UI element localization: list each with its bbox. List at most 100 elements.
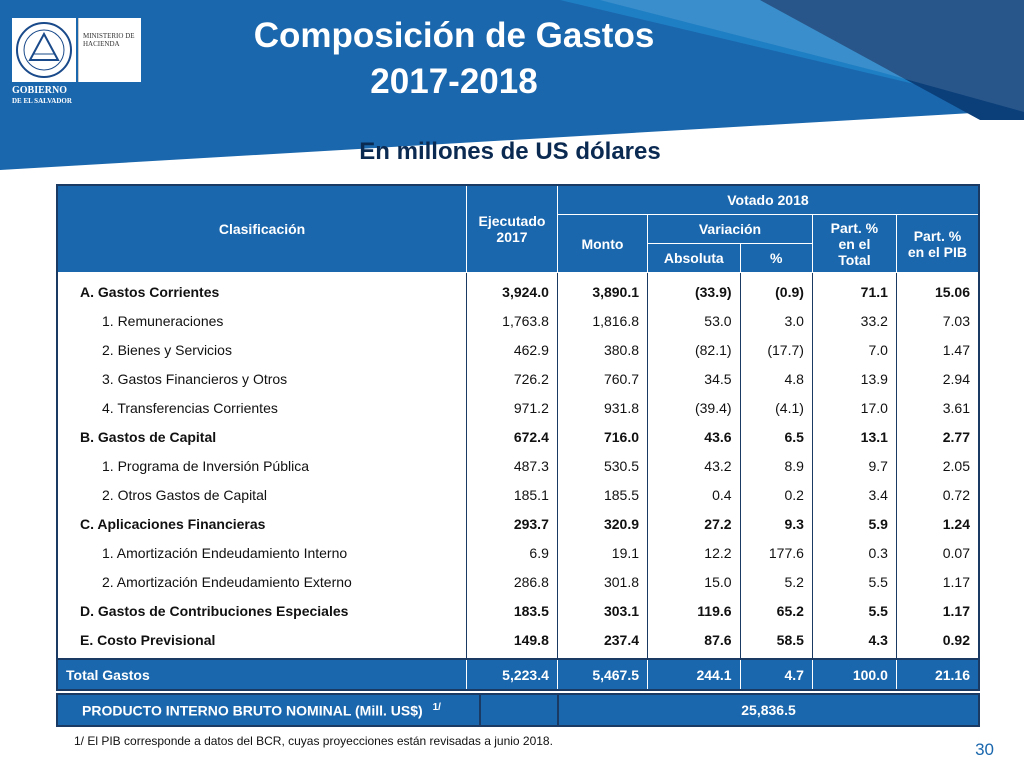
pib-empty-cell xyxy=(479,693,559,727)
cell-pct: 177.6 xyxy=(739,538,813,567)
cell-pct: 58.5 xyxy=(739,625,813,659)
cell-pct: 8.9 xyxy=(739,451,813,480)
cell-absoluta: 43.2 xyxy=(647,451,741,480)
row-label: A. Gastos Corrientes xyxy=(80,283,220,300)
cell-monto: 19.1 xyxy=(556,538,648,567)
cell-monto: 237.4 xyxy=(556,625,648,659)
cell-absoluta: (33.9) xyxy=(647,272,741,306)
cell-ejecutado: 672.4 xyxy=(466,422,558,451)
cell-part-pib: 3.61 xyxy=(895,393,979,422)
cell-pct: (17.7) xyxy=(739,335,813,364)
gov-line2: DE EL SALVADOR xyxy=(12,97,72,105)
cell-part-total: 0.3 xyxy=(811,538,897,567)
page-subtitle: En millones de US dólares xyxy=(359,138,661,165)
cell-absoluta: 0.4 xyxy=(647,480,741,509)
row-label: C. Aplicaciones Financieras xyxy=(80,515,266,532)
cell-absoluta: 15.0 xyxy=(647,567,741,596)
cell-monto: 303.1 xyxy=(556,596,648,625)
cell-pct: 3.0 xyxy=(739,306,813,335)
cell-monto: 530.5 xyxy=(556,451,648,480)
cell-pct: 9.3 xyxy=(739,509,813,538)
cell-part-pib: 0.72 xyxy=(895,480,979,509)
cell-part-pib: 1.17 xyxy=(895,567,979,596)
cell-absoluta: 43.6 xyxy=(647,422,741,451)
table-row: 2. Amortización Endeudamiento Externo 28… xyxy=(57,567,979,596)
cell-part-total: 3.4 xyxy=(811,480,897,509)
header-banner xyxy=(0,0,1024,170)
row-label: 2. Otros Gastos de Capital xyxy=(102,486,267,503)
gov-line1: GOBIERNO xyxy=(12,85,68,96)
cell-part-pib: 7.03 xyxy=(895,306,979,335)
table-row: B. Gastos de Capital 672.4 716.0 43.6 6.… xyxy=(57,422,979,451)
row-label: 1. Amortización Endeudamiento Interno xyxy=(102,544,348,561)
cell-absoluta: (82.1) xyxy=(647,335,741,364)
header-monto: Monto xyxy=(556,214,649,273)
pib-footnote-ref: 1/ xyxy=(432,701,441,713)
pib-value: 25,836.5 xyxy=(557,693,980,727)
cell-absoluta: 27.2 xyxy=(647,509,741,538)
cell-part-total: 71.1 xyxy=(811,272,897,306)
table-row: 1. Remuneraciones 1,763.8 1,816.8 53.0 3… xyxy=(57,306,979,335)
table-row: 4. Transferencias Corrientes 971.2 931.8… xyxy=(57,393,979,422)
table-row: E. Costo Previsional 149.8 237.4 87.6 58… xyxy=(57,625,979,659)
cell-pct: 5.2 xyxy=(739,567,813,596)
cell-part-total: 5.5 xyxy=(811,567,897,596)
pib-table: PRODUCTO INTERNO BRUTO NOMINAL (Mill. US… xyxy=(56,693,980,727)
cell-ejecutado: 6.9 xyxy=(466,538,558,567)
header-variacion: Variación xyxy=(647,214,813,244)
cell-part-total: 33.2 xyxy=(811,306,897,335)
cell-part-total: 7.0 xyxy=(811,335,897,364)
cell-part-pib: 0.92 xyxy=(895,625,979,659)
cell-monto: 931.8 xyxy=(556,393,648,422)
total-absoluta: 244.1 xyxy=(647,658,741,690)
table-row: 2. Otros Gastos de Capital 185.1 185.5 0… xyxy=(57,480,979,509)
cell-ejecutado: 971.2 xyxy=(466,393,558,422)
cell-monto: 185.5 xyxy=(556,480,648,509)
cell-part-total: 13.1 xyxy=(811,422,897,451)
government-logo: MINISTERIO DE HACIENDA xyxy=(12,18,141,82)
footnote: 1/ El PIB corresponde a datos del BCR, c… xyxy=(74,734,553,748)
cell-monto: 380.8 xyxy=(556,335,648,364)
ministry-logo: MINISTERIO DE HACIENDA xyxy=(78,18,141,82)
cell-part-pib: 1.17 xyxy=(895,596,979,625)
pib-label-cell: PRODUCTO INTERNO BRUTO NOMINAL (Mill. US… xyxy=(56,693,481,727)
row-label: E. Costo Previsional xyxy=(80,631,216,648)
header-part-total: Part. % en el Total xyxy=(811,214,897,273)
ministry-text: MINISTERIO DE HACIENDA xyxy=(83,32,135,48)
header-part-pib: Part. % en el PIB xyxy=(895,214,980,273)
header-clasificacion: Clasificación xyxy=(56,184,468,273)
table-row: 3. Gastos Financieros y Otros 726.2 760.… xyxy=(57,364,979,393)
cell-ejecutado: 462.9 xyxy=(466,335,558,364)
row-label: 1. Remuneraciones xyxy=(102,312,224,329)
header-ejecutado: Ejecutado 2017 xyxy=(466,184,558,273)
cell-absoluta: (39.4) xyxy=(647,393,741,422)
total-part-pib: 21.16 xyxy=(895,658,979,690)
cell-ejecutado: 286.8 xyxy=(466,567,558,596)
cell-pct: 0.2 xyxy=(739,480,813,509)
total-monto: 5,467.5 xyxy=(556,658,648,690)
table-row: 2. Bienes y Servicios 462.9 380.8 (82.1)… xyxy=(57,335,979,364)
cell-part-pib: 0.07 xyxy=(895,538,979,567)
cell-pct: (4.1) xyxy=(739,393,813,422)
table-row: D. Gastos de Contribuciones Especiales 1… xyxy=(57,596,979,625)
cell-part-total: 4.3 xyxy=(811,625,897,659)
row-label: 4. Transferencias Corrientes xyxy=(102,399,278,416)
row-label: 1. Programa de Inversión Pública xyxy=(102,457,309,474)
cell-monto: 1,816.8 xyxy=(556,306,648,335)
cell-part-pib: 2.94 xyxy=(895,364,979,393)
cell-part-pib: 2.05 xyxy=(895,451,979,480)
cell-monto: 716.0 xyxy=(556,422,648,451)
cell-pct: 65.2 xyxy=(739,596,813,625)
cell-ejecutado: 3,924.0 xyxy=(466,272,558,306)
row-label: B. Gastos de Capital xyxy=(80,428,217,445)
expenses-table: Clasificación Ejecutado 2017 Votado 2018… xyxy=(56,184,980,691)
cell-ejecutado: 185.1 xyxy=(466,480,558,509)
cell-part-pib: 2.77 xyxy=(895,422,979,451)
row-label: 3. Gastos Financieros y Otros xyxy=(102,370,288,387)
cell-ejecutado: 293.7 xyxy=(466,509,558,538)
page-title: Composición de Gastos xyxy=(253,16,655,55)
cell-absoluta: 119.6 xyxy=(647,596,741,625)
cell-absoluta: 53.0 xyxy=(647,306,741,335)
cell-ejecutado: 149.8 xyxy=(466,625,558,659)
coat-of-arms-icon xyxy=(12,18,76,82)
